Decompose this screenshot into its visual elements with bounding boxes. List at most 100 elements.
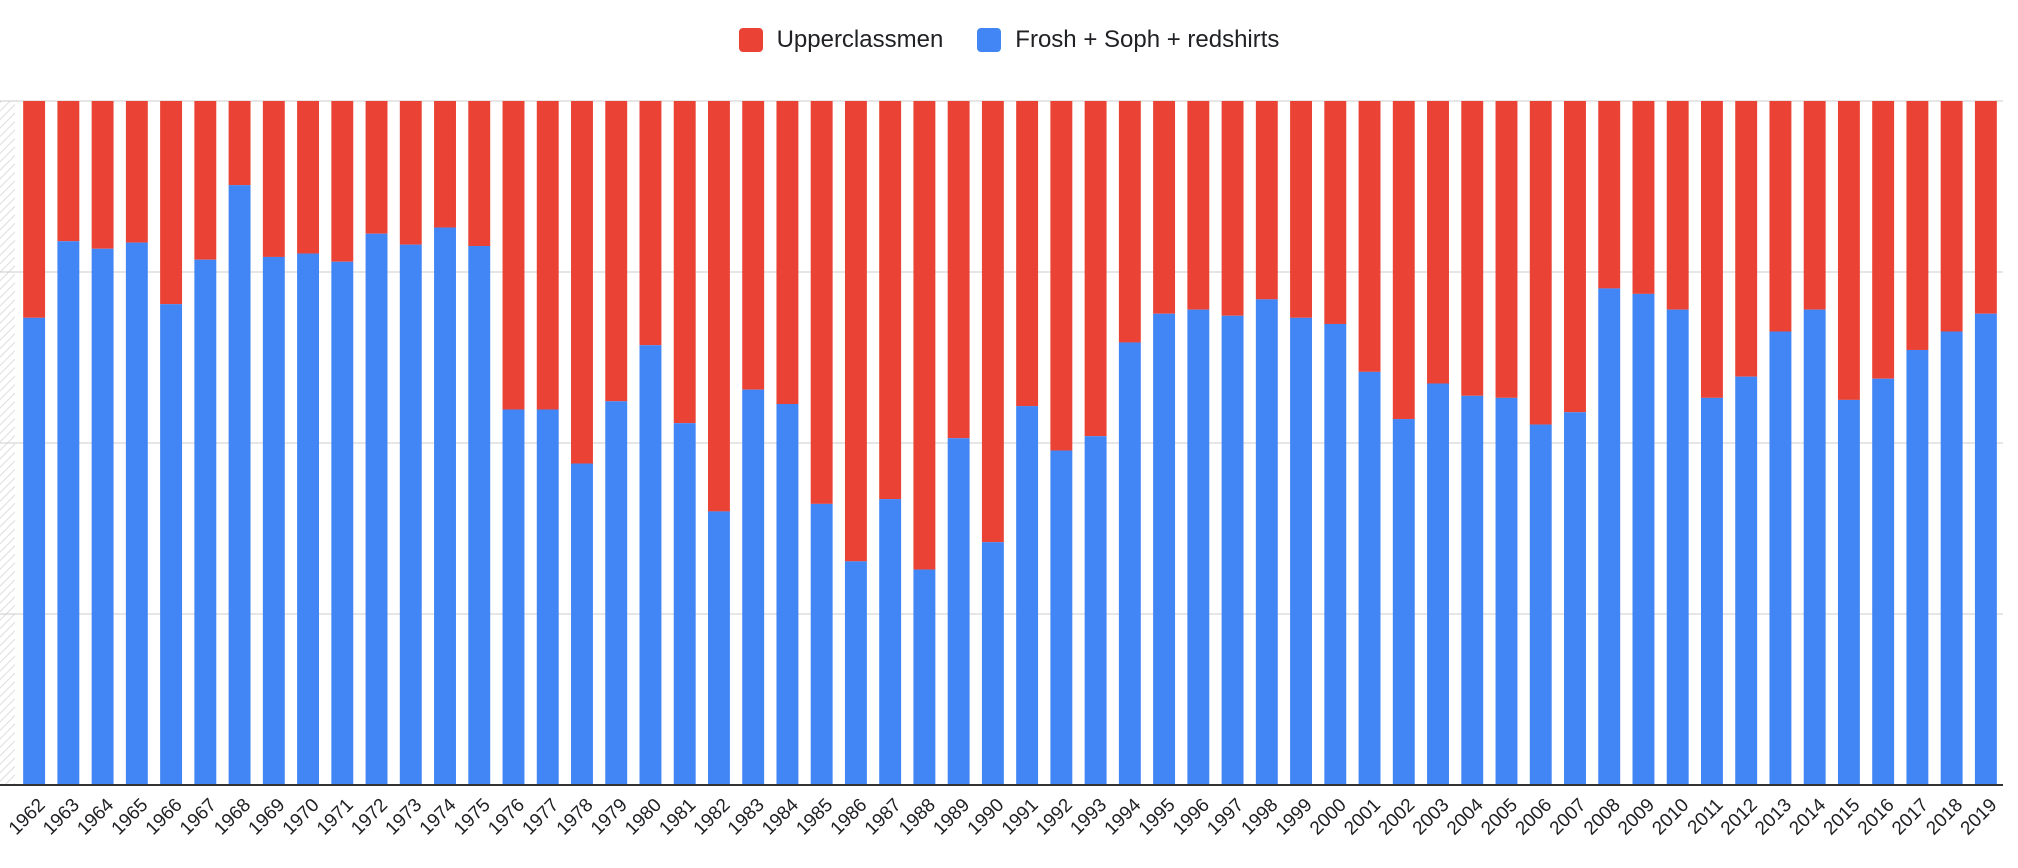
bar-upperclassmen-1975 <box>468 101 491 247</box>
bar-frosh-1978 <box>571 463 593 785</box>
x-tick-label-1988: 1988 <box>895 795 940 840</box>
bar-frosh-1993 <box>1084 436 1107 785</box>
bar-frosh-2017 <box>1906 349 1929 785</box>
x-tick-label-1963: 1963 <box>39 795 84 840</box>
bar-upperclassmen-2010 <box>1666 101 1689 310</box>
x-tick-label-2017: 2017 <box>1888 795 1933 840</box>
bar-upperclassmen-1977 <box>536 101 559 410</box>
bar-frosh-1967 <box>194 259 217 785</box>
bar-upperclassmen-2019 <box>1974 101 1997 314</box>
bar-upperclassmen-2018 <box>1940 101 1963 332</box>
chart-legend: Upperclassmen Frosh + Soph + redshirts <box>0 26 2018 54</box>
bar-frosh-1968 <box>228 185 251 785</box>
x-tick-label-1965: 1965 <box>108 795 153 840</box>
legend-item-frosh[interactable]: Frosh + Soph + redshirts <box>977 26 1279 54</box>
bar-frosh-1970 <box>297 253 320 786</box>
bar-upperclassmen-1981 <box>673 101 696 424</box>
bar-upperclassmen-2017 <box>1906 101 1929 350</box>
bar-upperclassmen-1993 <box>1084 101 1107 437</box>
bar-frosh-1983 <box>742 389 765 785</box>
bar-frosh-1991 <box>1016 406 1039 785</box>
bar-upperclassmen-1968 <box>228 101 251 186</box>
bar-frosh-1966 <box>160 304 183 785</box>
legend-swatch-upperclassmen <box>738 28 763 52</box>
x-tick-label-2004: 2004 <box>1443 794 1488 839</box>
bar-frosh-2004 <box>1461 395 1484 785</box>
bar-upperclassmen-2002 <box>1392 101 1415 420</box>
x-tick-label-1975: 1975 <box>450 795 495 840</box>
bar-upperclassmen-1983 <box>742 101 765 390</box>
bar-upperclassmen-1987 <box>879 101 902 500</box>
bar-upperclassmen-1986 <box>844 101 867 562</box>
x-tick-label-1985: 1985 <box>792 795 837 840</box>
x-tick-label-1995: 1995 <box>1135 795 1180 840</box>
bar-upperclassmen-1985 <box>810 101 833 504</box>
x-tick-label-1997: 1997 <box>1203 795 1248 840</box>
x-tick-label-1999: 1999 <box>1272 795 1317 840</box>
bar-upperclassmen-2001 <box>1358 101 1381 372</box>
x-tick-label-1972: 1972 <box>347 795 392 840</box>
x-tick-label-1977: 1977 <box>519 795 564 840</box>
bar-upperclassmen-1963 <box>57 101 80 242</box>
x-tick-label-1980: 1980 <box>621 795 666 840</box>
bar-upperclassmen-1988 <box>913 101 936 570</box>
bar-frosh-1974 <box>434 227 456 786</box>
bar-frosh-2015 <box>1837 399 1860 785</box>
bar-frosh-2011 <box>1700 397 1723 785</box>
bar-upperclassmen-1990 <box>981 101 1004 543</box>
bar-upperclassmen-1999 <box>1290 101 1313 318</box>
bar-upperclassmen-2008 <box>1598 101 1621 289</box>
x-tick-label-1973: 1973 <box>382 795 427 840</box>
x-tick-label-1989: 1989 <box>929 795 974 840</box>
bar-frosh-2000 <box>1324 323 1347 785</box>
x-tick-label-1967: 1967 <box>176 795 221 840</box>
bar-frosh-1985 <box>810 503 833 785</box>
bar-upperclassmen-1989 <box>947 101 970 439</box>
legend-swatch-frosh <box>977 28 1002 52</box>
bar-upperclassmen-1973 <box>399 101 422 245</box>
x-tick-label-2003: 2003 <box>1409 795 1454 840</box>
bar-frosh-1980 <box>639 345 662 785</box>
bar-upperclassmen-1966 <box>160 101 183 305</box>
bar-frosh-1987 <box>879 499 902 785</box>
bar-frosh-1994 <box>1118 342 1141 785</box>
bar-upperclassmen-1969 <box>262 101 285 257</box>
bar-upperclassmen-1995 <box>1153 101 1176 314</box>
x-tick-label-1983: 1983 <box>724 795 769 840</box>
bar-frosh-1969 <box>262 256 285 785</box>
bar-frosh-2009 <box>1632 293 1655 785</box>
x-tick-label-1991: 1991 <box>998 795 1043 840</box>
bar-frosh-2002 <box>1392 419 1415 785</box>
x-tick-label-2010: 2010 <box>1648 795 1693 840</box>
bar-frosh-2003 <box>1427 383 1449 785</box>
bar-frosh-1997 <box>1221 315 1244 785</box>
bar-upperclassmen-2014 <box>1803 101 1826 310</box>
bar-frosh-1965 <box>125 242 148 785</box>
bar-frosh-1964 <box>91 248 114 785</box>
bar-frosh-1979 <box>605 401 628 785</box>
bar-upperclassmen-2006 <box>1529 101 1552 425</box>
bar-frosh-2012 <box>1735 376 1758 785</box>
x-tick-label-1976: 1976 <box>484 795 529 840</box>
x-tick-label-2007: 2007 <box>1546 795 1591 840</box>
bar-frosh-2018 <box>1940 331 1963 785</box>
bar-upperclassmen-1978 <box>571 101 593 464</box>
bar-frosh-1988 <box>913 569 936 785</box>
x-tick-label-1987: 1987 <box>861 795 906 840</box>
bar-upperclassmen-1974 <box>434 101 456 228</box>
bar-frosh-2006 <box>1529 424 1552 785</box>
bar-frosh-2016 <box>1872 378 1895 785</box>
bar-upperclassmen-1994 <box>1118 101 1141 343</box>
legend-item-upperclassmen[interactable]: Upperclassmen <box>738 26 943 54</box>
x-tick-label-1993: 1993 <box>1066 795 1111 840</box>
x-tick-label-1966: 1966 <box>142 795 187 840</box>
bar-upperclassmen-1962 <box>23 101 46 318</box>
x-tick-label-2013: 2013 <box>1751 795 1796 840</box>
bar-upperclassmen-1998 <box>1255 101 1278 300</box>
bar-frosh-1981 <box>673 423 696 785</box>
x-tick-label-1978: 1978 <box>553 795 598 840</box>
bar-frosh-2007 <box>1564 412 1586 785</box>
bar-upperclassmen-1972 <box>365 101 388 234</box>
bar-frosh-1986 <box>844 561 867 785</box>
